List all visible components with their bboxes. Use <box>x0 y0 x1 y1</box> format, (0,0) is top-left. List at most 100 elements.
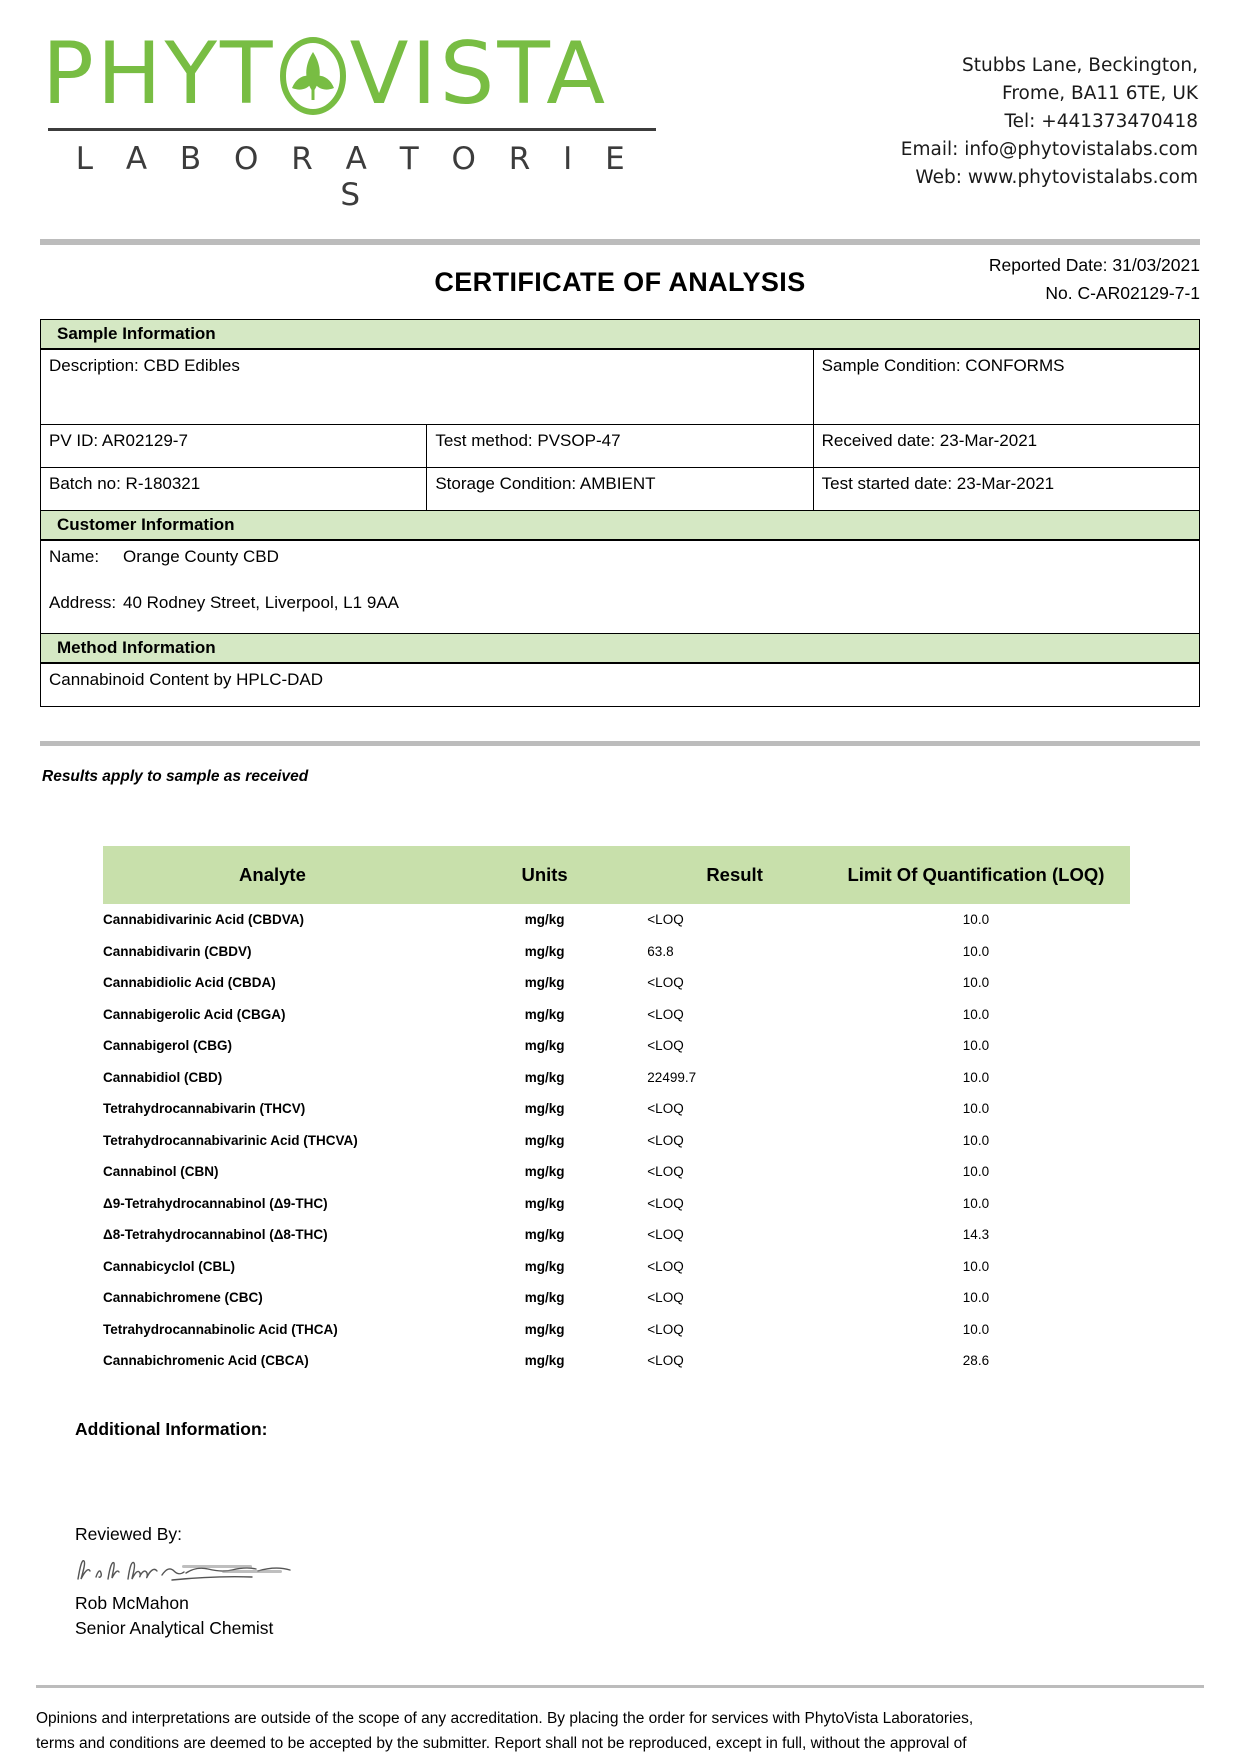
cell-result: <LOQ <box>647 1321 684 1337</box>
cell-analyte: Δ8-Tetrahydrocannabinol (Δ8-THC) <box>103 1227 328 1243</box>
pvid-row: PV ID: AR02129-7 Test method: PVSOP-47 R… <box>39 424 1201 468</box>
cell-result: <LOQ <box>647 1038 684 1054</box>
customer-address-label: Address: <box>49 593 117 612</box>
cell-loq: 10.0 <box>962 1258 990 1274</box>
cell-loq: 28.6 <box>962 1353 990 1369</box>
cell-analyte: Cannabidivarin (CBDV) <box>103 943 252 959</box>
cell-analyte: Cannabicyclol (CBL) <box>103 1258 236 1274</box>
customer-address-row: Address: 40 Rodney Street, Liverpool, L1 … <box>40 587 1200 634</box>
report-meta: Reported Date: 31/03/2021 No. C-AR02129-… <box>989 251 1200 307</box>
customer-name-label: Name: <box>49 547 100 566</box>
cell-units: mg/kg <box>524 1227 565 1243</box>
table-row: Tetrahydrocannabinolic Acid (THCA) mg/kg <… <box>103 1314 1130 1346</box>
sample-information-header: Sample Information <box>40 319 1200 350</box>
cell-loq: 10.0 <box>962 943 990 959</box>
brand-logo: PHYT VISTA L A B O R A T O R I E S <box>42 26 662 213</box>
cell-units: mg/kg <box>524 975 565 991</box>
cell-result: <LOQ <box>647 1006 684 1022</box>
page-header: PHYT VISTA L A B O R A T O R I E S Stubb… <box>0 0 1240 213</box>
cell-loq: 10.0 <box>962 1038 990 1054</box>
cell-result: 63.8 <box>647 943 674 959</box>
handwritten-signature-icon <box>72 1549 312 1591</box>
column-header-loq: Limit Of Quantification (LOQ) <box>821 846 1130 904</box>
table-row: Cannabinol (CBN) mg/kg <LOQ 10.0 <box>103 1156 1130 1188</box>
cell-result: <LOQ <box>647 1290 684 1306</box>
cell-analyte: Cannabidiol (CBD) <box>103 1069 223 1085</box>
cell-loq: 10.0 <box>962 1321 990 1337</box>
column-header-units: Units <box>441 846 648 904</box>
table-row: Cannabidiolic Acid (CBDA) mg/kg <LOQ 10.0 <box>103 967 1130 999</box>
leaf-in-circle-icon <box>274 30 352 118</box>
cell-units: mg/kg <box>524 1132 565 1148</box>
description-row: Description: CBD Edibles Sample Conditio… <box>40 348 1201 425</box>
cell-loq: 10.0 <box>962 1195 990 1211</box>
cell-units: mg/kg <box>524 1353 565 1369</box>
cell-units: mg/kg <box>524 1101 565 1117</box>
cell-analyte: Tetrahydrocannabinolic Acid (THCA) <box>103 1321 338 1337</box>
storage-condition: Storage Condition: AMBIENT <box>426 467 814 511</box>
cell-result: <LOQ <box>647 975 684 991</box>
cell-result: <LOQ <box>647 1195 684 1211</box>
table-row: Cannabidivarinic Acid (CBDVA) mg/kg <LOQ 10… <box>103 904 1130 936</box>
cell-units: mg/kg <box>524 1321 565 1337</box>
reviewer-name: Rob McMahon <box>75 1592 189 1613</box>
additional-information-label: Additional Information: <box>75 1418 268 1439</box>
cell-units: mg/kg <box>524 1038 565 1054</box>
sample-info-header-row: Sample Information <box>40 319 1200 350</box>
table-row: Tetrahydrocannabivarin (THCV) mg/kg <LOQ 10… <box>103 1093 1130 1125</box>
contact-telephone: Tel: +441373470418 <box>1004 111 1198 133</box>
sample-condition: Sample Condition: CONFORMS <box>812 348 1201 425</box>
results-table-body: Cannabidivarinic Acid (CBDVA) mg/kg <LOQ 10… <box>103 904 1130 1377</box>
cell-units: mg/kg <box>524 912 565 928</box>
section-divider <box>40 741 1200 746</box>
reported-date: Reported Date: 31/03/2021 <box>988 255 1200 275</box>
report-number: No. C-AR02129-7-1 <box>1045 283 1200 303</box>
contact-address-line1: Stubbs Lane, Beckington, <box>962 55 1198 76</box>
customer-info-header-row: Customer Information <box>40 510 1200 541</box>
sample-description: Description: CBD Edibles <box>40 348 814 425</box>
footer-divider <box>36 1685 1204 1689</box>
logo-text-part2: VISTA <box>349 24 609 124</box>
batch-row: Batch no: R-180321 Storage Condition: AM… <box>39 467 1201 511</box>
cell-result: 22499.7 <box>647 1069 697 1085</box>
test-method: Test method: PVSOP-47 <box>426 424 814 468</box>
reviewed-by-label: Reviewed By: <box>75 1523 182 1544</box>
header-divider <box>40 239 1200 245</box>
results-note: Results apply to sample as received <box>42 768 309 785</box>
cell-loq: 10.0 <box>962 1069 990 1085</box>
customer-address-cell: Address: 40 Rodney Street, Liverpool, L1 … <box>40 587 1200 634</box>
cell-loq: 10.0 <box>962 1164 990 1180</box>
cell-analyte: Tetrahydrocannabivarinic Acid (THCVA) <box>103 1132 358 1148</box>
customer-address-value: 40 Rodney Street, Liverpool, L1 9AA <box>123 593 399 612</box>
pv-id: PV ID: AR02129-7 <box>39 424 428 468</box>
batch-no: Batch no: R-180321 <box>39 467 428 511</box>
cell-units: mg/kg <box>524 943 565 959</box>
cell-result: <LOQ <box>647 1101 684 1117</box>
cell-result: <LOQ <box>647 1353 684 1369</box>
method-description: Cannabinoid Content by HPLC-DAD <box>40 662 1200 707</box>
cell-analyte: Cannabigerol (CBG) <box>103 1038 233 1054</box>
method-information-header: Method Information <box>40 633 1200 664</box>
cell-analyte: Δ9-Tetrahydrocannabinol (Δ9-THC) <box>103 1195 328 1211</box>
cell-loq: 10.0 <box>962 1290 990 1306</box>
sample-info-table: Sample Information Description: CBD Edib… <box>39 319 1201 707</box>
logo-wordmark: PHYT VISTA <box>42 26 662 122</box>
cell-analyte: Tetrahydrocannabivarin (THCV) <box>103 1101 306 1117</box>
table-row: Cannabidiol (CBD) mg/kg 22499.7 10.0 <box>103 1062 1130 1094</box>
cell-units: mg/kg <box>524 1195 565 1211</box>
customer-name-value: Orange County CBD <box>123 547 279 566</box>
cell-result: <LOQ <box>647 1227 684 1243</box>
table-row: Δ9-Tetrahydrocannabinol (Δ9-THC) mg/kg <LO… <box>103 1188 1130 1220</box>
table-row: Cannabigerolic Acid (CBGA) mg/kg <LOQ 10.0 <box>103 999 1130 1031</box>
title-row: CERTIFICATE OF ANALYSIS Reported Date: 3… <box>40 245 1200 313</box>
table-row: Cannabigerol (CBG) mg/kg <LOQ 10.0 <box>103 1030 1130 1062</box>
cell-loq: 10.0 <box>962 1006 990 1022</box>
contact-address-line2: Frome, BA11 6TE, UK <box>1002 83 1198 105</box>
table-row: Δ8-Tetrahydrocannabinol (Δ8-THC) mg/kg <LO… <box>103 1219 1130 1251</box>
customer-name-row: Name: Orange County CBD <box>40 540 1200 587</box>
footer-disclaimer: Opinions and interpretations are outside… <box>36 1706 1036 1752</box>
table-row: Cannabicyclol (CBL) mg/kg <LOQ 10.0 <box>103 1251 1130 1283</box>
reviewer-role: Senior Analytical Chemist <box>75 1617 274 1638</box>
results-table: Analyte Units Result Limit Of Quantifica… <box>103 846 1130 1377</box>
